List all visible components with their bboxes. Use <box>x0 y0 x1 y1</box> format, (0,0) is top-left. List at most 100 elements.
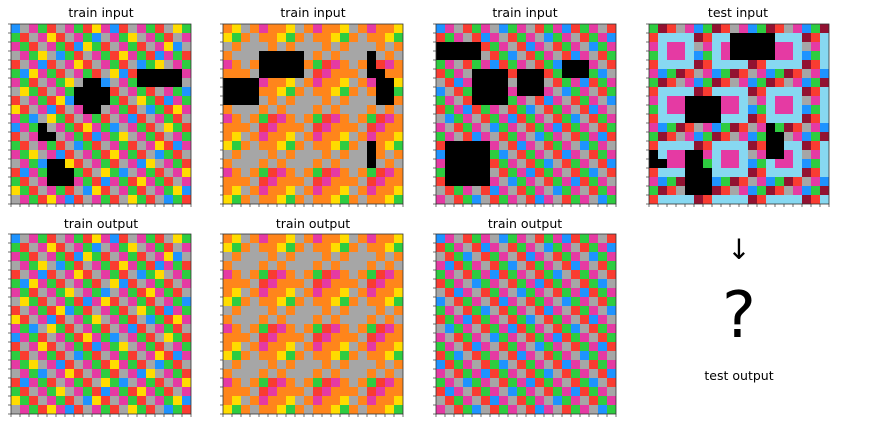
grid-cell <box>445 351 454 360</box>
grid-cell <box>56 324 65 333</box>
grid-cell <box>20 261 29 270</box>
grid-cell <box>367 315 376 324</box>
grid-cell <box>331 42 340 51</box>
grid-cell <box>295 270 304 279</box>
grid-cell <box>820 78 829 87</box>
grid-cell <box>349 387 358 396</box>
grid-cell <box>463 51 472 60</box>
grid-cell <box>259 33 268 42</box>
grid-cell <box>268 60 277 69</box>
grid-cell <box>571 315 580 324</box>
grid-cell <box>508 288 517 297</box>
grid-cell <box>598 123 607 132</box>
grid-cell <box>173 396 182 405</box>
grid-cell <box>472 315 481 324</box>
grid-cell <box>367 279 376 288</box>
grid-cell <box>11 24 20 33</box>
grid-cell <box>358 306 367 315</box>
grid-cell <box>472 369 481 378</box>
grid-cell <box>223 24 232 33</box>
grid-cell <box>367 270 376 279</box>
grid-cell <box>649 42 658 51</box>
grid-cell <box>47 333 56 342</box>
grid-cell <box>508 387 517 396</box>
grid-cell <box>571 159 580 168</box>
grid-cell <box>286 396 295 405</box>
grid-cell <box>277 132 286 141</box>
grid-cell <box>47 270 56 279</box>
grid-cell <box>119 387 128 396</box>
grid-cell <box>685 51 694 60</box>
grid-cell <box>436 60 445 69</box>
grid-cell <box>793 60 802 69</box>
grid-cell <box>589 333 598 342</box>
grid-cell <box>74 177 83 186</box>
grid-cell <box>571 270 580 279</box>
grid-cell <box>349 105 358 114</box>
grid-cell <box>146 186 155 195</box>
grid-cell <box>535 243 544 252</box>
grid-cell <box>268 168 277 177</box>
grid-cell <box>182 168 191 177</box>
grid-cell <box>29 132 38 141</box>
grid-cell <box>101 150 110 159</box>
grid-cell <box>304 297 313 306</box>
grid-cell <box>38 195 47 204</box>
grid-cell <box>472 243 481 252</box>
grid-cell <box>544 24 553 33</box>
grid-cell <box>721 42 730 51</box>
grid-cell <box>137 324 146 333</box>
grid-cell <box>11 195 20 204</box>
grid-cell <box>241 60 250 69</box>
grid-cell <box>29 168 38 177</box>
grid-cell <box>367 150 376 159</box>
grid-cell <box>472 288 481 297</box>
grid-cell <box>367 252 376 261</box>
grid-cell <box>802 186 811 195</box>
grid-cell <box>182 69 191 78</box>
grid-cell <box>47 360 56 369</box>
grid-cell <box>295 261 304 270</box>
grid-cell <box>589 105 598 114</box>
grid-cell <box>607 159 616 168</box>
grid-cell <box>463 69 472 78</box>
grid-cell <box>454 405 463 414</box>
grid-cell <box>83 60 92 69</box>
grid-cell <box>490 42 499 51</box>
grid-cell <box>385 315 394 324</box>
grid-cell <box>83 306 92 315</box>
grid-cell <box>313 243 322 252</box>
grid-cell <box>146 105 155 114</box>
grid-cell <box>454 96 463 105</box>
grid-cell <box>259 333 268 342</box>
test-output-label: test output <box>704 368 774 383</box>
grid-cell <box>119 60 128 69</box>
grid-cell <box>182 324 191 333</box>
grid-cell <box>376 105 385 114</box>
grid-cell <box>250 261 259 270</box>
grid-cell <box>304 195 313 204</box>
grid-cell <box>56 396 65 405</box>
grid-cell <box>155 297 164 306</box>
grid-cell <box>436 51 445 60</box>
grid-cell <box>173 324 182 333</box>
grid-cell <box>508 186 517 195</box>
grid-cell <box>658 159 667 168</box>
grid-cell <box>47 324 56 333</box>
grid-cell <box>29 315 38 324</box>
grid-cell <box>694 42 703 51</box>
grid-cell <box>340 342 349 351</box>
grid-cell <box>553 195 562 204</box>
grid-cell <box>589 360 598 369</box>
grid-cell <box>553 159 562 168</box>
grid-cell <box>385 42 394 51</box>
grid-cell <box>481 114 490 123</box>
grid-cell <box>146 123 155 132</box>
grid-cell <box>110 396 119 405</box>
grid-cell <box>445 234 454 243</box>
grid-cell <box>739 132 748 141</box>
grid-cell <box>394 243 403 252</box>
grid-cell <box>286 51 295 60</box>
grid-cell <box>83 315 92 324</box>
grid-cell <box>445 42 454 51</box>
